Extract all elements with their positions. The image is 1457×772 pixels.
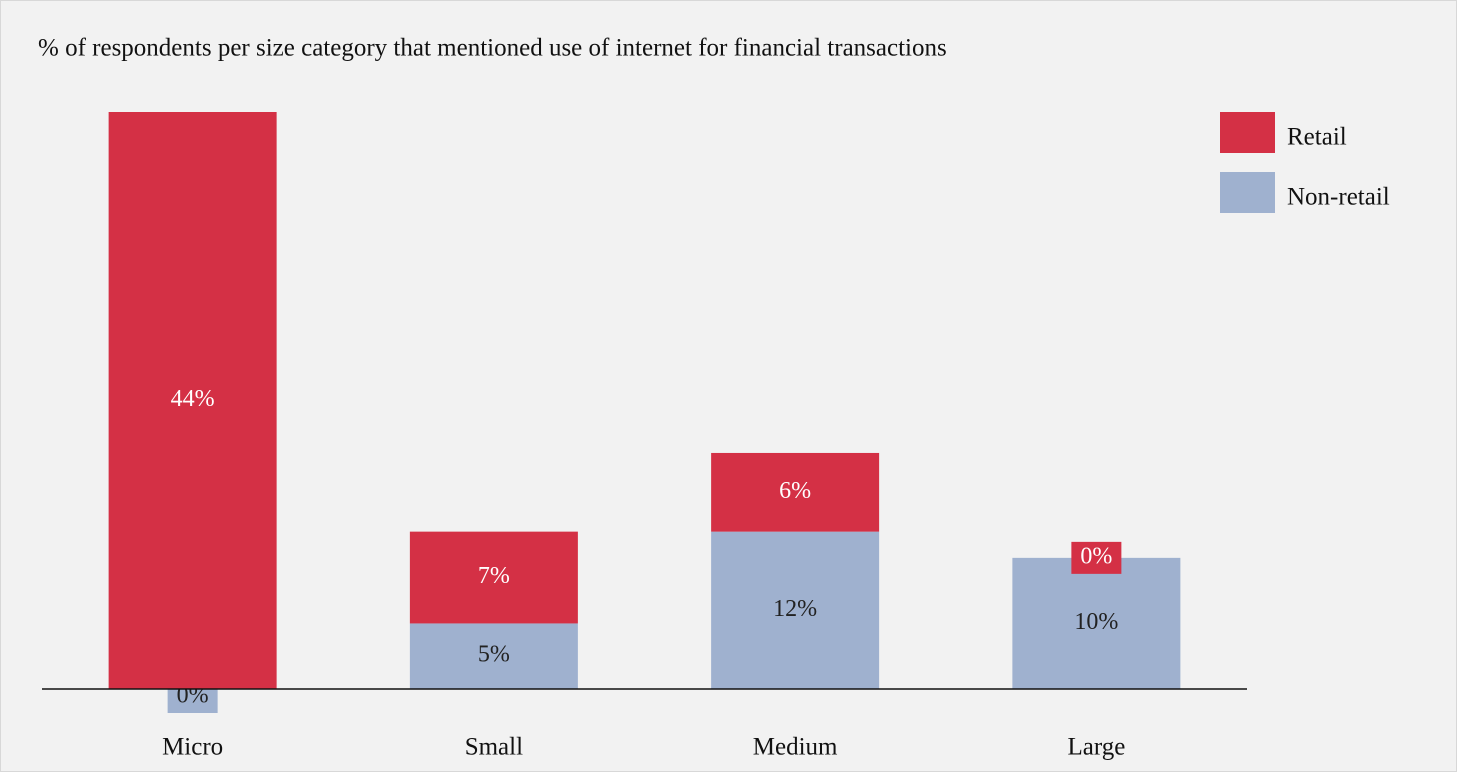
x-tick-label: Micro <box>162 734 223 761</box>
bar-segment <box>108 112 277 689</box>
data-label: 44% <box>171 386 215 412</box>
x-tick-label: Small <box>465 734 523 761</box>
legend-label: Non-retail <box>1287 184 1390 211</box>
legend-swatch <box>1220 172 1275 213</box>
bar-segment <box>409 623 578 689</box>
data-label: 10% <box>1074 609 1118 635</box>
legend-swatch <box>1220 112 1275 153</box>
legend-label: Retail <box>1287 124 1347 151</box>
data-label: 12% <box>773 596 817 622</box>
chart-title: % of respondents per size category that … <box>38 35 947 62</box>
data-label: 0% <box>1080 543 1112 569</box>
data-label: 7% <box>478 563 510 589</box>
x-tick-label: Large <box>1067 734 1125 761</box>
bar-segment <box>711 452 880 532</box>
bar-segment <box>711 531 880 689</box>
data-label: 5% <box>478 642 510 668</box>
x-tick-label: Medium <box>753 734 838 761</box>
label-box <box>1071 541 1122 574</box>
bar-segment <box>409 531 578 624</box>
bar-segment <box>1012 557 1181 689</box>
data-label: 6% <box>779 478 811 504</box>
